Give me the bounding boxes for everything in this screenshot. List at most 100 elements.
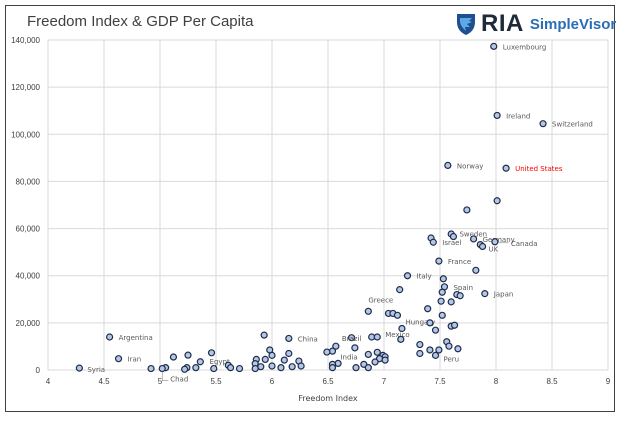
y-tick-label: 60,000 <box>16 225 41 234</box>
data-label: Italy <box>417 273 432 281</box>
eagle-shield-icon <box>457 14 475 35</box>
data-label: Japan <box>493 291 514 299</box>
data-point <box>431 326 440 334</box>
data-label: Israel <box>442 239 461 247</box>
data-point <box>393 311 402 319</box>
data-point <box>435 346 443 354</box>
x-tick-label: 4 <box>46 377 51 386</box>
data-point <box>114 355 123 363</box>
data-label: Peru <box>444 355 460 363</box>
data-label: Sweden <box>459 231 487 239</box>
data-point <box>184 351 192 359</box>
data-point <box>493 197 501 205</box>
data-point <box>381 356 389 364</box>
data-point <box>288 363 296 371</box>
data-point <box>192 364 200 372</box>
data-label: India <box>340 353 357 361</box>
data-label: Iran <box>128 356 142 364</box>
data-point <box>268 362 276 370</box>
chart-frame <box>5 5 615 412</box>
x-tick-label: 9 <box>606 377 611 386</box>
label-leader-line <box>161 371 169 381</box>
data-point <box>463 206 471 214</box>
data-point <box>439 275 447 283</box>
x-tick-label: 8.5 <box>546 377 558 386</box>
data-point <box>438 311 446 319</box>
y-tick-label: 0 <box>36 366 41 375</box>
data-point <box>373 348 381 356</box>
x-tick-label: 5.5 <box>210 377 222 386</box>
data-label: Argentina <box>119 334 153 342</box>
data-point <box>424 305 432 313</box>
data-label: Greece <box>368 296 393 304</box>
data-point <box>105 333 114 341</box>
y-tick-label: 20,000 <box>16 319 41 328</box>
x-tick-label: 6 <box>270 377 275 386</box>
data-point <box>277 364 285 372</box>
data-point <box>328 347 337 355</box>
data-point <box>470 235 478 243</box>
data-point <box>235 364 244 373</box>
y-tick-label: 80,000 <box>16 177 41 186</box>
data-point <box>426 319 434 327</box>
data-point <box>181 365 189 373</box>
data-point <box>450 321 459 329</box>
data-label: UK <box>489 245 499 253</box>
data-label: Brazil <box>342 335 362 343</box>
data-point <box>403 272 412 280</box>
data-label: Egypt <box>210 358 230 366</box>
x-tick-label: 7.5 <box>434 377 446 386</box>
data-point <box>210 364 218 373</box>
data-point <box>447 298 455 306</box>
data-point <box>332 342 340 350</box>
data-point <box>431 351 440 359</box>
data-point <box>207 349 216 357</box>
data-point <box>398 324 406 333</box>
data-label: Ireland <box>506 112 530 120</box>
data-point <box>285 334 293 343</box>
data-label: Chad <box>170 376 188 384</box>
data-point <box>226 364 235 372</box>
x-axis-title: Freedom Index <box>298 394 358 403</box>
data-point <box>268 351 276 359</box>
data-point <box>416 340 424 349</box>
data-point <box>285 349 293 358</box>
data-point <box>539 120 547 128</box>
data-point <box>297 362 305 370</box>
data-point <box>445 342 453 350</box>
data-point <box>502 164 510 172</box>
data-point <box>364 364 372 372</box>
data-point <box>328 364 337 372</box>
data-point <box>396 286 404 294</box>
data-point <box>75 364 83 372</box>
data-point <box>438 288 446 296</box>
data-point <box>347 334 356 342</box>
data-point <box>490 42 498 50</box>
y-tick-label: 40,000 <box>16 272 41 281</box>
data-label: Spain <box>453 284 473 292</box>
data-point <box>472 266 480 274</box>
data-label: Luxembourg <box>503 43 547 51</box>
data-point <box>158 364 166 373</box>
data-label: Norway <box>457 162 484 170</box>
data-point <box>260 331 268 339</box>
chart-title: Freedom Index & GDP Per Capita <box>27 13 254 30</box>
data-point <box>478 242 487 251</box>
logo-name: SimpleVisor <box>529 15 617 33</box>
data-point <box>416 349 424 358</box>
data-label: Canada <box>511 240 538 248</box>
data-point <box>426 346 434 354</box>
data-point <box>196 358 204 366</box>
data-point <box>481 290 489 298</box>
y-tick-label: 140,000 <box>11 36 40 45</box>
x-tick-label: 8 <box>494 377 499 386</box>
data-label: Syria <box>87 366 105 374</box>
data-point <box>261 355 269 363</box>
data-point <box>147 364 155 373</box>
data-point <box>437 297 445 305</box>
y-tick-label: 100,000 <box>11 130 40 139</box>
data-label: China <box>298 335 318 343</box>
x-tick-label: 4.5 <box>98 377 110 386</box>
